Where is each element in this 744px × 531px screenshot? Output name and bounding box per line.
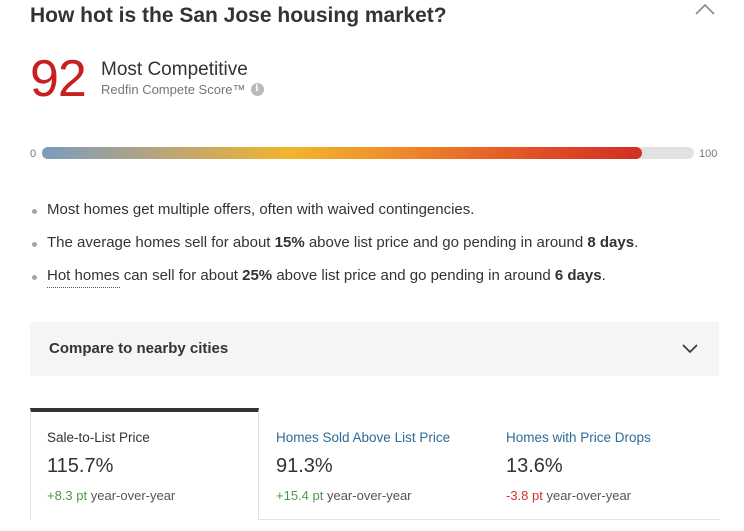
- tab-change: -3.8 pt year-over-year: [506, 488, 631, 503]
- compete-score-value: 92: [30, 50, 87, 108]
- bullet-text: Hot homes can sell for about 25% above l…: [47, 267, 606, 288]
- tab-homes-sold-above-list[interactable]: Homes Sold Above List Price 91.3% +15.4 …: [259, 408, 488, 520]
- tab-label: Sale-to-List Price: [47, 430, 150, 445]
- tab-homes-with-price-drops[interactable]: Homes with Price Drops 13.6% -3.8 pt yea…: [489, 408, 718, 520]
- tab-change: +8.3 pt year-over-year: [47, 488, 176, 503]
- compare-nearby-cities-accordion[interactable]: Compare to nearby cities: [30, 322, 719, 376]
- market-stats-tabs: Sale-to-List Price 115.7% +8.3 pt year-o…: [30, 408, 720, 522]
- scale-max-label: 100: [699, 148, 718, 160]
- info-icon[interactable]: i: [250, 83, 264, 96]
- tab-sale-to-list-price[interactable]: Sale-to-List Price 115.7% +8.3 pt year-o…: [30, 408, 259, 520]
- compete-score-name: Redfin Compete Score™: [101, 82, 246, 97]
- tabs-divider: [258, 519, 720, 520]
- market-insights-list: Most homes get multiple offers, often wi…: [30, 201, 638, 300]
- compete-score-bar: [42, 147, 694, 159]
- bullet-dot: [32, 275, 37, 280]
- compete-score-label: Most Competitive: [101, 59, 248, 80]
- hot-homes-link[interactable]: Hot homes: [47, 267, 120, 288]
- chevron-down-icon: [682, 344, 698, 354]
- list-item: Most homes get multiple offers, often wi…: [30, 201, 638, 234]
- tab-value: 13.6%: [506, 455, 563, 477]
- list-item: The average homes sell for about 15% abo…: [30, 234, 638, 267]
- bullet-text: Most homes get multiple offers, often wi…: [47, 201, 475, 218]
- tab-label: Homes Sold Above List Price: [276, 430, 451, 445]
- compare-label: Compare to nearby cities: [49, 340, 229, 357]
- list-item: Hot homes can sell for about 25% above l…: [30, 267, 638, 300]
- compete-score-bar-fill: [42, 147, 642, 159]
- tab-change: +15.4 pt year-over-year: [276, 488, 412, 503]
- bullet-dot: [32, 242, 37, 247]
- tab-value: 115.7%: [47, 455, 114, 477]
- chevron-up-icon[interactable]: [694, 2, 716, 16]
- bullet-dot: [32, 209, 37, 214]
- tab-label: Homes with Price Drops: [506, 430, 651, 445]
- scale-min-label: 0: [30, 148, 37, 160]
- bullet-text: The average homes sell for about 15% abo…: [47, 234, 639, 251]
- tab-value: 91.3%: [276, 455, 333, 477]
- compete-score-sublabel: Redfin Compete Score™ i: [101, 82, 264, 97]
- page-title: How hot is the San Jose housing market?: [30, 4, 447, 27]
